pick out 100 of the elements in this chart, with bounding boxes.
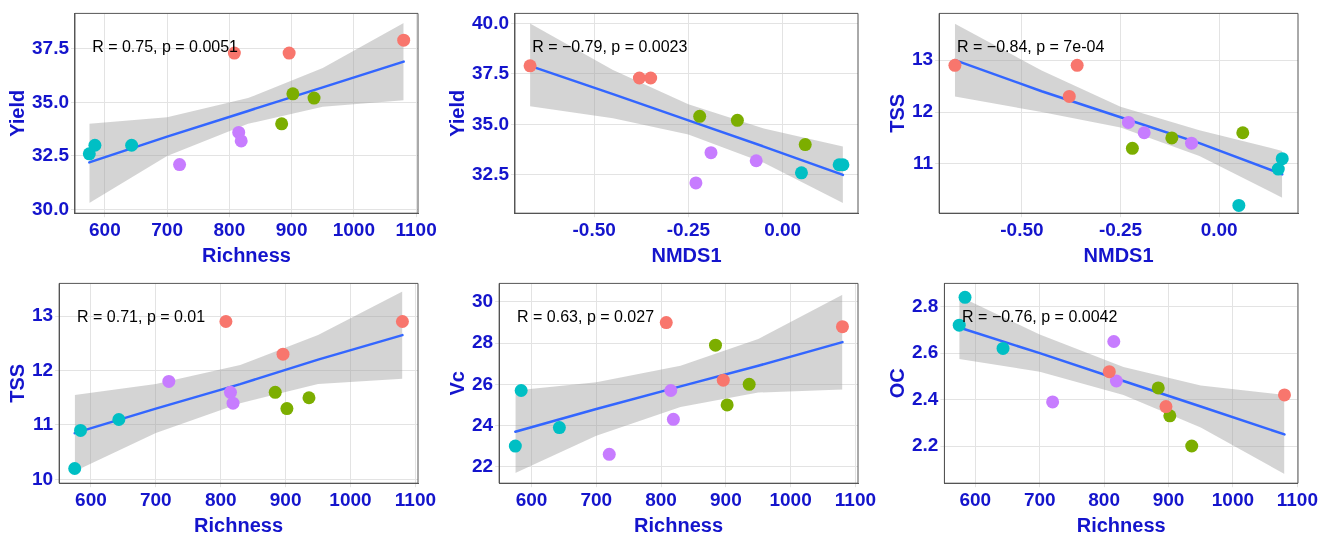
point xyxy=(307,91,321,105)
point xyxy=(835,320,849,334)
point xyxy=(1159,400,1173,414)
point xyxy=(1275,152,1289,166)
y-tick-label: 24 xyxy=(471,413,494,435)
point xyxy=(1102,365,1116,379)
y-tick-label: 12 xyxy=(911,100,934,122)
y-tick-label: 22 xyxy=(471,454,494,476)
point xyxy=(280,402,294,416)
point xyxy=(996,341,1010,355)
x-tick-label: 900 xyxy=(269,488,302,510)
x-tick-label: 800 xyxy=(204,488,237,510)
y-tick-label: 37.5 xyxy=(32,37,70,59)
annotation: R = 0.71, p = 0.01 xyxy=(77,307,206,325)
y-tick-label: 26 xyxy=(471,372,494,394)
x-tick-label: 700 xyxy=(1023,488,1056,510)
point xyxy=(798,138,812,152)
x-axis-title: Richness xyxy=(202,243,291,266)
x-tick-label: 900 xyxy=(710,488,742,510)
point xyxy=(708,338,722,352)
point xyxy=(223,385,237,399)
x-tick-label: 800 xyxy=(1088,488,1120,510)
point xyxy=(112,413,126,426)
y-tick-label: 13 xyxy=(31,304,54,326)
point xyxy=(958,290,972,304)
y-tick-label: 12 xyxy=(31,358,54,380)
y-tick-label: 32.5 xyxy=(472,163,510,185)
point xyxy=(219,315,233,329)
point xyxy=(716,373,730,387)
y-axis-title: Vc xyxy=(445,371,468,396)
x-tick-label: -0.25 xyxy=(1098,218,1143,240)
y-tick-label: 2.6 xyxy=(911,341,939,363)
y-tick-label: 2.4 xyxy=(911,387,939,409)
annotation: R = −0.76, p = 0.0042 xyxy=(962,307,1118,325)
point xyxy=(794,166,808,180)
y-tick-label: 40.0 xyxy=(472,11,509,33)
x-tick-label: 1100 xyxy=(834,488,877,510)
point xyxy=(720,398,734,412)
point xyxy=(1125,141,1139,155)
point xyxy=(552,421,566,435)
y-tick-label: 30.0 xyxy=(32,197,69,219)
y-tick-label: 30 xyxy=(471,290,494,312)
x-tick-label: -0.50 xyxy=(1000,218,1044,240)
point xyxy=(68,462,82,475)
point xyxy=(1070,58,1084,72)
point xyxy=(1271,162,1285,176)
point xyxy=(508,439,522,453)
x-tick-label: 700 xyxy=(139,488,172,510)
point xyxy=(226,396,240,410)
annotation: R = −0.84, p = 7e-04 xyxy=(957,37,1105,55)
point xyxy=(742,377,756,391)
point xyxy=(88,138,102,152)
point xyxy=(749,154,763,168)
x-tick-label: 600 xyxy=(89,218,121,240)
point xyxy=(659,316,673,330)
x-axis-title: Richness xyxy=(194,513,284,536)
x-tick-label: 1100 xyxy=(1276,488,1318,510)
point xyxy=(689,176,703,190)
point xyxy=(704,146,718,160)
point xyxy=(1151,381,1165,395)
x-tick-label: 1100 xyxy=(394,488,437,510)
x-tick-label: 1000 xyxy=(769,488,812,510)
point xyxy=(234,134,248,148)
y-tick-label: 28 xyxy=(471,331,494,353)
point xyxy=(125,138,139,152)
point xyxy=(268,385,282,399)
point xyxy=(1137,126,1151,140)
point xyxy=(74,423,88,437)
point xyxy=(664,384,678,398)
point xyxy=(523,59,537,73)
x-tick-label: 600 xyxy=(959,488,992,510)
y-tick-label: 37.5 xyxy=(472,62,510,84)
y-axis-title: Yield xyxy=(445,89,468,137)
y-axis-title: OC xyxy=(885,368,908,399)
y-tick-label: 35.0 xyxy=(32,90,69,112)
point xyxy=(632,71,646,85)
x-tick-label: 700 xyxy=(151,218,183,240)
point xyxy=(666,412,680,426)
point xyxy=(397,33,411,47)
y-tick-label: 10 xyxy=(31,467,54,489)
x-tick-label: 800 xyxy=(645,488,677,510)
point xyxy=(1236,126,1250,140)
x-tick-label: 900 xyxy=(275,218,308,240)
x-tick-label: 0.00 xyxy=(764,218,802,240)
x-tick-label: 1000 xyxy=(1211,488,1255,510)
point xyxy=(730,113,744,127)
y-tick-label: 11 xyxy=(913,152,934,174)
point xyxy=(282,46,296,60)
point xyxy=(1109,374,1123,388)
point xyxy=(948,58,962,72)
point xyxy=(1277,388,1291,402)
point xyxy=(1121,115,1135,129)
x-tick-label: 0.00 xyxy=(1200,218,1238,240)
y-tick-label: 2.8 xyxy=(911,294,939,316)
x-axis-title: Richness xyxy=(634,513,724,536)
y-axis-title: TSS xyxy=(885,93,908,133)
point xyxy=(693,109,707,123)
x-tick-label: 800 xyxy=(213,218,246,240)
x-tick-label: 700 xyxy=(580,488,613,510)
point xyxy=(644,71,658,85)
